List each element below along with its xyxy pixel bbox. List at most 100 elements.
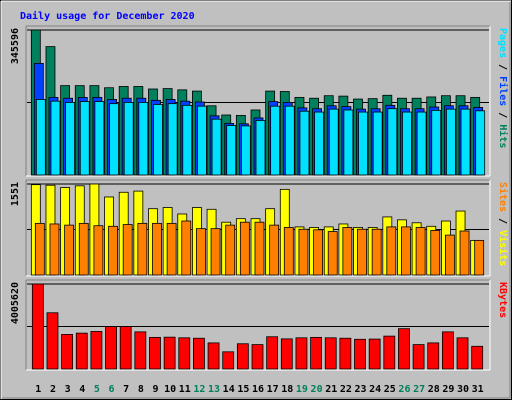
bar-sites-day-18 [283,227,294,276]
bar-pages-day-23 [358,111,368,176]
bar-sites-day-8 [137,222,148,276]
bar-pages-day-22 [343,109,354,176]
bar-kbytes-day-14 [222,351,235,370]
legend-entry-kbytes: KBytes [497,282,508,318]
bar-pages-day-25 [387,108,398,176]
bar-kbytes-day-10 [163,336,176,370]
bar-kbytes-day-7 [119,326,132,370]
bar-kbytes-day-8 [134,331,147,370]
x-tick-label: 11 [179,384,191,395]
x-tick-label: 6 [109,384,115,395]
bar-sites-day-17 [269,224,280,276]
bar-kbytes-day-27 [412,344,425,370]
bar-pages-day-6 [109,103,119,176]
bar-pages-day-2 [50,100,61,176]
bar-pages-day-15 [240,125,251,176]
bar-pages-day-20 [314,111,324,176]
bar-kbytes-day-21 [324,337,337,370]
x-tick-label: 18 [281,384,293,395]
legend-entry-separator: / [497,212,508,230]
bar-sites-day-6 [108,225,118,276]
x-tick-label: 3 [65,384,71,395]
bar-pages-day-21 [328,108,339,176]
x-tick-label: 8 [138,384,144,395]
bar-sites-day-31 [474,239,485,276]
x-tick-label: 23 [354,384,366,395]
legend-entry-sites: Sites [497,182,509,212]
legend-entry-separator: / [497,58,508,76]
bar-pages-day-5 [94,101,105,176]
x-tick-label: 22 [340,384,352,395]
bar-kbytes-day-16 [251,344,264,370]
bar-sites-day-2 [49,223,60,276]
x-tick-label: 21 [325,384,337,395]
legend-visits-sites: Sites / Visits [497,182,509,266]
bar-kbytes-day-12 [193,337,205,370]
bar-sites-day-12 [196,228,206,276]
bar-kbytes-day-1 [31,283,44,370]
y-max-label-visits-sites: 1551 [10,182,21,206]
series-pages [35,99,486,176]
x-tick-label: 12 [193,384,205,395]
x-tick-label: 15 [237,384,249,395]
bar-kbytes-day-23 [354,338,366,370]
bar-pages-day-11 [182,104,193,176]
x-tick-label: 17 [267,384,279,395]
bar-pages-day-8 [138,102,149,176]
x-tick-label: 10 [164,384,176,395]
x-tick-label: 31 [472,384,484,395]
chart-panels: 345596 Pages / Files / Hits 1551 Sites / Vi… [10,25,509,371]
bar-sites-day-23 [357,228,367,276]
series-kbytes [31,283,484,370]
bar-pages-day-30 [460,108,471,176]
bar-pages-day-24 [372,111,383,176]
bar-sites-day-10 [166,222,177,276]
bar-sites-day-22 [342,227,353,276]
bar-pages-day-19 [299,110,310,176]
bar-kbytes-day-22 [339,337,352,370]
bar-sites-day-3 [64,224,75,276]
bar-sites-day-26 [401,226,411,276]
legend-entry-separator: / [497,106,508,124]
bar-sites-day-30 [459,230,470,276]
bar-pages-day-31 [475,110,486,176]
bar-sites-day-1 [34,222,45,276]
bar-sites-day-4 [78,222,89,276]
bar-sites-day-16 [254,221,265,276]
bar-kbytes-day-28 [427,342,440,370]
bar-pages-day-18 [284,105,295,176]
x-tick-label: 13 [208,384,220,395]
bar-kbytes-day-11 [178,337,191,370]
bar-pages-day-9 [153,104,163,176]
bar-sites-day-5 [93,225,104,276]
bar-kbytes-day-20 [310,336,322,370]
bar-kbytes-day-29 [441,331,454,370]
x-tick-label: 28 [428,384,440,395]
bar-sites-day-25 [386,226,397,276]
x-tick-label: 24 [369,384,381,395]
bar-kbytes-day-3 [61,334,74,370]
chart-title: Daily usage for December 2020 [20,10,195,22]
bar-pages-day-27 [416,111,427,176]
legend-kbytes: KBytes [497,282,508,318]
bar-pages-day-28 [431,109,442,176]
bar-kbytes-day-9 [149,336,161,370]
bar-sites-day-20 [313,229,323,276]
bar-sites-day-19 [298,228,309,276]
bar-sites-day-24 [371,228,382,276]
bar-kbytes-day-25 [383,335,396,370]
bar-pages-day-14 [226,125,237,176]
legend-entry-visits: Visits [497,230,509,266]
x-tick-label: 25 [384,384,396,395]
bar-kbytes-day-26 [398,328,410,370]
x-tick-label: 2 [50,384,56,395]
bar-kbytes-day-13 [207,342,220,370]
bar-sites-day-28 [430,230,441,276]
bar-pages-day-1 [35,99,46,176]
x-tick-label: 7 [123,384,129,395]
legend-entry-files: Files [497,76,509,106]
bar-kbytes-day-5 [90,331,103,370]
bar-sites-day-7 [122,224,133,276]
bar-pages-day-4 [79,101,90,176]
legend-entry-pages: Pages [497,28,508,58]
